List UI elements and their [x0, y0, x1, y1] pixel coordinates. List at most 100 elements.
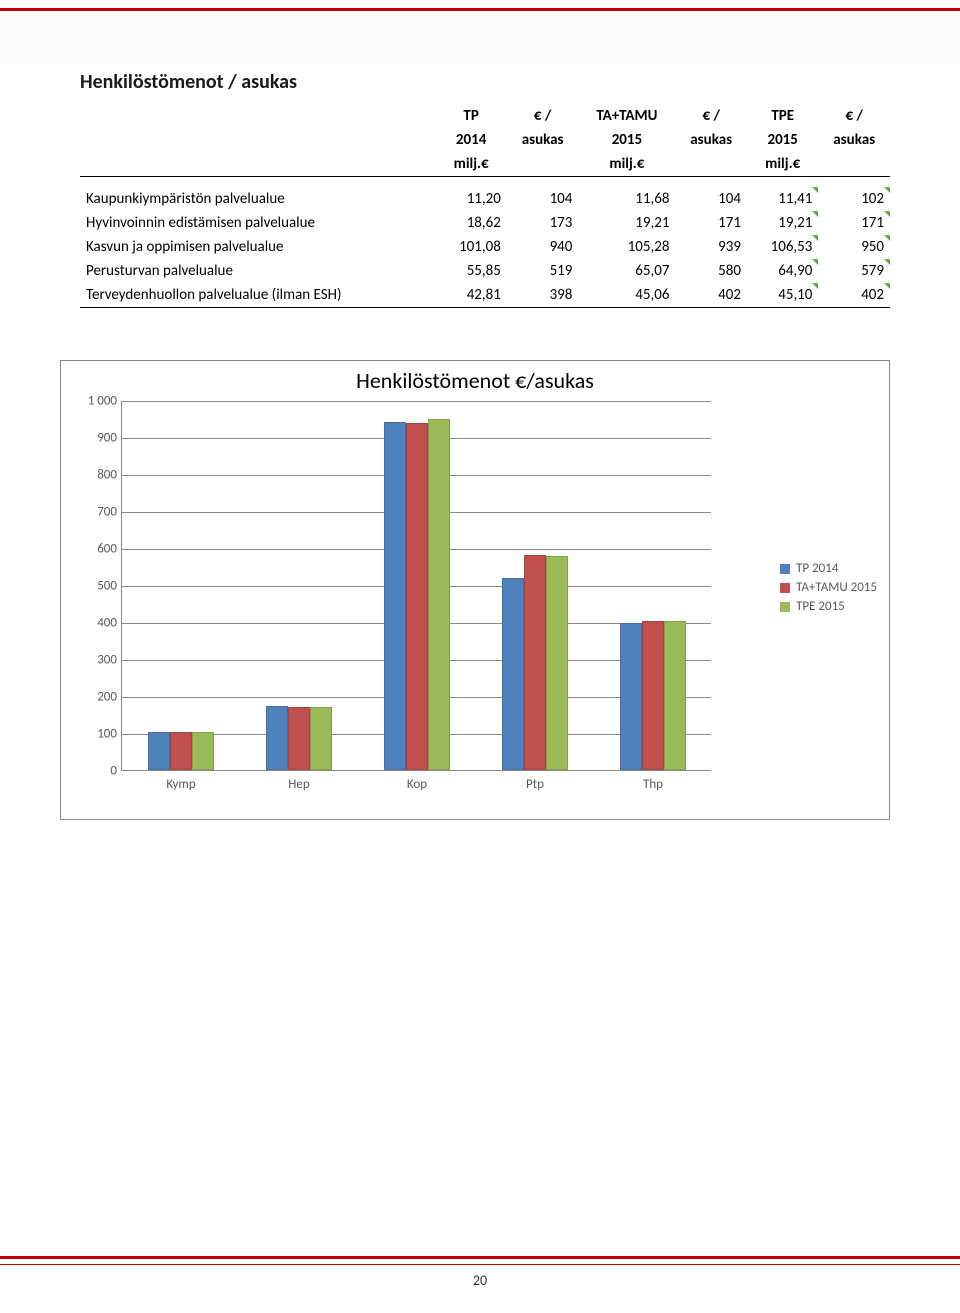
- cell-value: 171: [818, 211, 890, 235]
- row-label: Kaupunkiympäristön palvelualue: [80, 187, 435, 211]
- x-tick-label: Kymp: [166, 777, 195, 792]
- y-tick-label: 900: [72, 431, 117, 446]
- cell-value: 402: [818, 283, 890, 308]
- page-title: Henkilöstömenot / asukas: [80, 70, 890, 94]
- legend-item: TPE 2015: [780, 599, 877, 614]
- table-header: [818, 152, 890, 177]
- bar: [546, 556, 568, 770]
- y-tick-label: 500: [72, 579, 117, 594]
- table-row: Kasvun ja oppimisen palvelualue101,08940…: [80, 235, 890, 259]
- x-tick-label: Hep: [288, 777, 309, 792]
- y-tick-label: 700: [72, 505, 117, 520]
- table-header: [507, 152, 579, 177]
- row-label: Terveydenhuollon palvelualue (ilman ESH): [80, 283, 435, 308]
- cell-value: 519: [507, 259, 579, 283]
- table-header: [80, 152, 435, 177]
- y-tick-label: 400: [72, 616, 117, 631]
- table-header: asukas: [507, 128, 579, 152]
- bar: [192, 732, 214, 770]
- cell-value: 11,68: [578, 187, 675, 211]
- legend-item: TA+TAMU 2015: [780, 580, 877, 595]
- row-label: Perusturvan palvelualue: [80, 259, 435, 283]
- cell-value: 173: [507, 211, 579, 235]
- legend-label: TP 2014: [796, 561, 838, 576]
- table-header: milj.€: [578, 152, 675, 177]
- table-header: TP: [435, 104, 506, 128]
- cell-value: 11,41: [747, 187, 818, 211]
- legend-swatch: [780, 602, 790, 612]
- plot-area: 01002003004005006007008009001 000KympHep…: [121, 401, 711, 771]
- y-tick-label: 200: [72, 690, 117, 705]
- table-header: € /: [675, 104, 747, 128]
- y-tick-label: 800: [72, 468, 117, 483]
- cell-value: 42,81: [435, 283, 506, 308]
- table-row: Perusturvan palvelualue55,8551965,075806…: [80, 259, 890, 283]
- bar: [664, 621, 686, 770]
- legend-label: TPE 2015: [796, 599, 845, 614]
- gridline: [122, 401, 711, 402]
- cell-value: 106,53: [747, 235, 818, 259]
- bar: [406, 423, 428, 770]
- row-label: Hyvinvoinnin edistämisen palvelualue: [80, 211, 435, 235]
- cell-value: 102: [818, 187, 890, 211]
- x-tick-label: Kop: [407, 777, 427, 792]
- bar: [384, 422, 406, 770]
- bar: [288, 707, 310, 770]
- cell-value: 950: [818, 235, 890, 259]
- cell-value: 579: [818, 259, 890, 283]
- bar: [620, 623, 642, 770]
- table-header: asukas: [675, 128, 747, 152]
- legend-swatch: [780, 583, 790, 593]
- legend-label: TA+TAMU 2015: [796, 580, 877, 595]
- table-header: [80, 104, 435, 128]
- table-header: TPE: [747, 104, 818, 128]
- cell-value: 45,06: [578, 283, 675, 308]
- cell-value: 18,62: [435, 211, 506, 235]
- cell-value: 45,10: [747, 283, 818, 308]
- table-row: Terveydenhuollon palvelualue (ilman ESH)…: [80, 283, 890, 308]
- x-tick-label: Ptp: [526, 777, 544, 792]
- cell-value: 580: [675, 259, 747, 283]
- y-tick-label: 300: [72, 653, 117, 668]
- table-header: milj.€: [435, 152, 506, 177]
- y-tick-label: 1 000: [72, 394, 117, 409]
- cell-value: 19,21: [747, 211, 818, 235]
- cell-value: 398: [507, 283, 579, 308]
- y-tick-label: 100: [72, 727, 117, 742]
- bar: [524, 555, 546, 770]
- cell-value: 940: [507, 235, 579, 259]
- page-number: 20: [0, 1272, 960, 1289]
- y-tick-label: 0: [72, 764, 117, 779]
- table-header: € /: [507, 104, 579, 128]
- y-tick-label: 600: [72, 542, 117, 557]
- cell-value: 101,08: [435, 235, 506, 259]
- legend-swatch: [780, 564, 790, 574]
- table-header: 2014: [435, 128, 506, 152]
- cell-value: 19,21: [578, 211, 675, 235]
- bar: [428, 419, 450, 771]
- chart-legend: TP 2014 TA+TAMU 2015 TPE 2015: [780, 561, 877, 618]
- cell-value: 104: [675, 187, 747, 211]
- x-tick-label: Thp: [643, 777, 663, 792]
- cell-value: 65,07: [578, 259, 675, 283]
- bar: [310, 707, 332, 770]
- table-header: 2015: [747, 128, 818, 152]
- table-row: Kaupunkiympäristön palvelualue11,2010411…: [80, 187, 890, 211]
- bar: [148, 732, 170, 770]
- top-rule: [0, 8, 960, 11]
- bar: [170, 732, 192, 770]
- cell-value: 171: [675, 211, 747, 235]
- table-header: € /: [818, 104, 890, 128]
- table-row: Hyvinvoinnin edistämisen palvelualue18,6…: [80, 211, 890, 235]
- cell-value: 104: [507, 187, 579, 211]
- table-header: 2015: [578, 128, 675, 152]
- cell-value: 64,90: [747, 259, 818, 283]
- bar: [266, 706, 288, 770]
- bottom-rule: [0, 1256, 960, 1259]
- bar: [642, 621, 664, 770]
- cell-value: 105,28: [578, 235, 675, 259]
- cell-value: 939: [675, 235, 747, 259]
- table-header: milj.€: [747, 152, 818, 177]
- cell-value: 55,85: [435, 259, 506, 283]
- table-header: [80, 128, 435, 152]
